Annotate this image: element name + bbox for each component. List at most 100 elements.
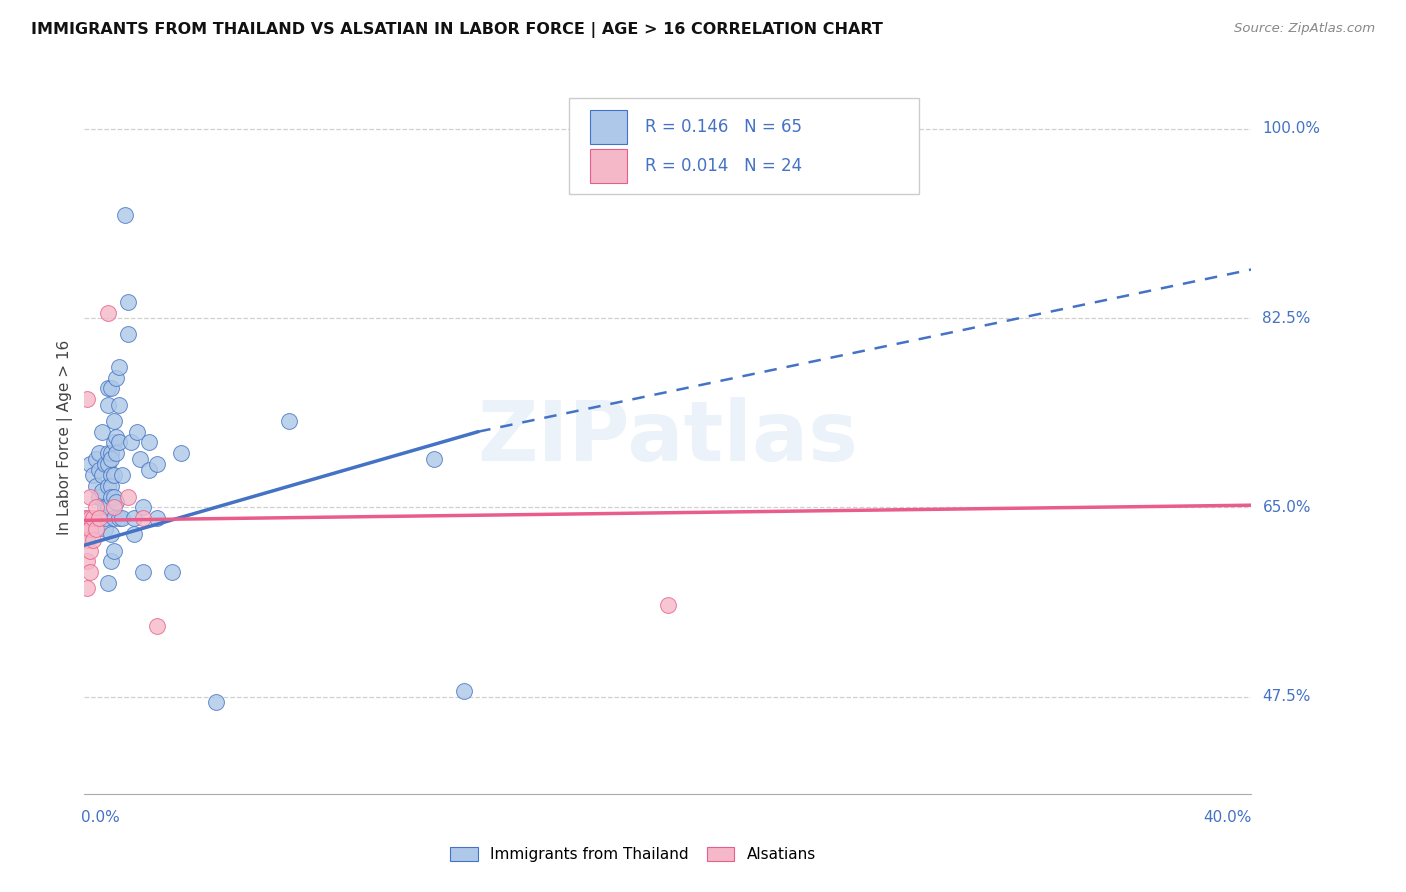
Point: [90, 484, 112, 499]
Point: [204, 695, 226, 709]
Point: [79, 522, 101, 536]
Point: [146, 511, 169, 525]
Point: [108, 359, 131, 374]
Point: [94, 511, 117, 525]
Point: [97, 479, 120, 493]
Point: [97, 576, 120, 591]
Point: [108, 398, 131, 412]
Point: [146, 619, 169, 633]
Point: [108, 435, 131, 450]
Point: [100, 446, 122, 460]
Point: [453, 684, 475, 698]
Text: 100.0%: 100.0%: [1263, 121, 1320, 136]
Point: [82, 467, 104, 482]
Text: 0.0%: 0.0%: [82, 810, 120, 825]
Point: [103, 511, 125, 525]
Point: [76, 582, 98, 596]
Point: [73, 511, 96, 525]
Point: [82, 533, 104, 547]
Point: [108, 511, 131, 525]
Point: [122, 511, 145, 525]
Point: [76, 522, 98, 536]
Text: 82.5%: 82.5%: [1263, 310, 1310, 326]
Point: [160, 566, 183, 580]
Text: ZIPatlas: ZIPatlas: [478, 397, 858, 477]
Point: [125, 425, 148, 439]
Point: [82, 511, 104, 525]
Point: [87, 446, 110, 460]
Point: [103, 467, 125, 482]
Point: [97, 398, 120, 412]
Point: [100, 527, 122, 541]
Point: [103, 500, 125, 515]
Point: [97, 306, 120, 320]
Legend: Immigrants from Thailand, Alsatians: Immigrants from Thailand, Alsatians: [444, 840, 821, 868]
Point: [100, 479, 122, 493]
Point: [277, 414, 299, 428]
Point: [87, 511, 110, 525]
Point: [117, 490, 139, 504]
Point: [94, 457, 117, 471]
Point: [120, 435, 142, 450]
Point: [100, 490, 122, 504]
Point: [103, 543, 125, 558]
Point: [76, 511, 98, 525]
Point: [657, 598, 679, 612]
FancyBboxPatch shape: [568, 98, 918, 194]
Point: [79, 457, 101, 471]
Point: [111, 467, 134, 482]
Point: [84, 500, 107, 515]
Point: [100, 381, 122, 395]
Text: 47.5%: 47.5%: [1263, 690, 1310, 704]
Point: [105, 495, 128, 509]
FancyBboxPatch shape: [589, 110, 627, 144]
FancyBboxPatch shape: [589, 149, 627, 183]
Point: [94, 522, 117, 536]
Point: [100, 451, 122, 466]
Text: 65.0%: 65.0%: [1263, 500, 1310, 515]
Text: Source: ZipAtlas.com: Source: ZipAtlas.com: [1234, 22, 1375, 36]
Point: [114, 209, 136, 223]
Point: [146, 457, 169, 471]
Y-axis label: In Labor Force | Age > 16: In Labor Force | Age > 16: [58, 340, 73, 534]
Point: [76, 392, 98, 407]
Point: [128, 451, 150, 466]
Point: [105, 370, 128, 384]
Point: [100, 467, 122, 482]
Point: [84, 451, 107, 466]
Point: [138, 435, 160, 450]
Point: [122, 527, 145, 541]
Point: [103, 414, 125, 428]
Text: IMMIGRANTS FROM THAILAND VS ALSATIAN IN LABOR FORCE | AGE > 16 CORRELATION CHART: IMMIGRANTS FROM THAILAND VS ALSATIAN IN …: [31, 22, 883, 38]
Point: [87, 462, 110, 476]
Point: [117, 294, 139, 309]
Point: [87, 490, 110, 504]
Point: [100, 554, 122, 568]
Point: [73, 516, 96, 531]
Point: [76, 554, 98, 568]
Point: [423, 451, 446, 466]
Point: [132, 500, 155, 515]
Point: [103, 490, 125, 504]
Point: [105, 430, 128, 444]
Point: [117, 327, 139, 342]
Text: 40.0%: 40.0%: [1204, 810, 1251, 825]
Text: R = 0.146   N = 65: R = 0.146 N = 65: [644, 118, 801, 136]
Point: [97, 381, 120, 395]
Point: [84, 479, 107, 493]
Point: [103, 435, 125, 450]
Point: [132, 566, 155, 580]
Point: [132, 511, 155, 525]
Point: [79, 511, 101, 525]
Point: [79, 566, 101, 580]
Point: [97, 457, 120, 471]
Point: [105, 446, 128, 460]
Point: [94, 500, 117, 515]
Point: [79, 543, 101, 558]
Point: [97, 500, 120, 515]
Point: [84, 522, 107, 536]
Point: [111, 511, 134, 525]
Point: [97, 446, 120, 460]
Text: R = 0.014   N = 24: R = 0.014 N = 24: [644, 157, 801, 175]
Point: [138, 462, 160, 476]
